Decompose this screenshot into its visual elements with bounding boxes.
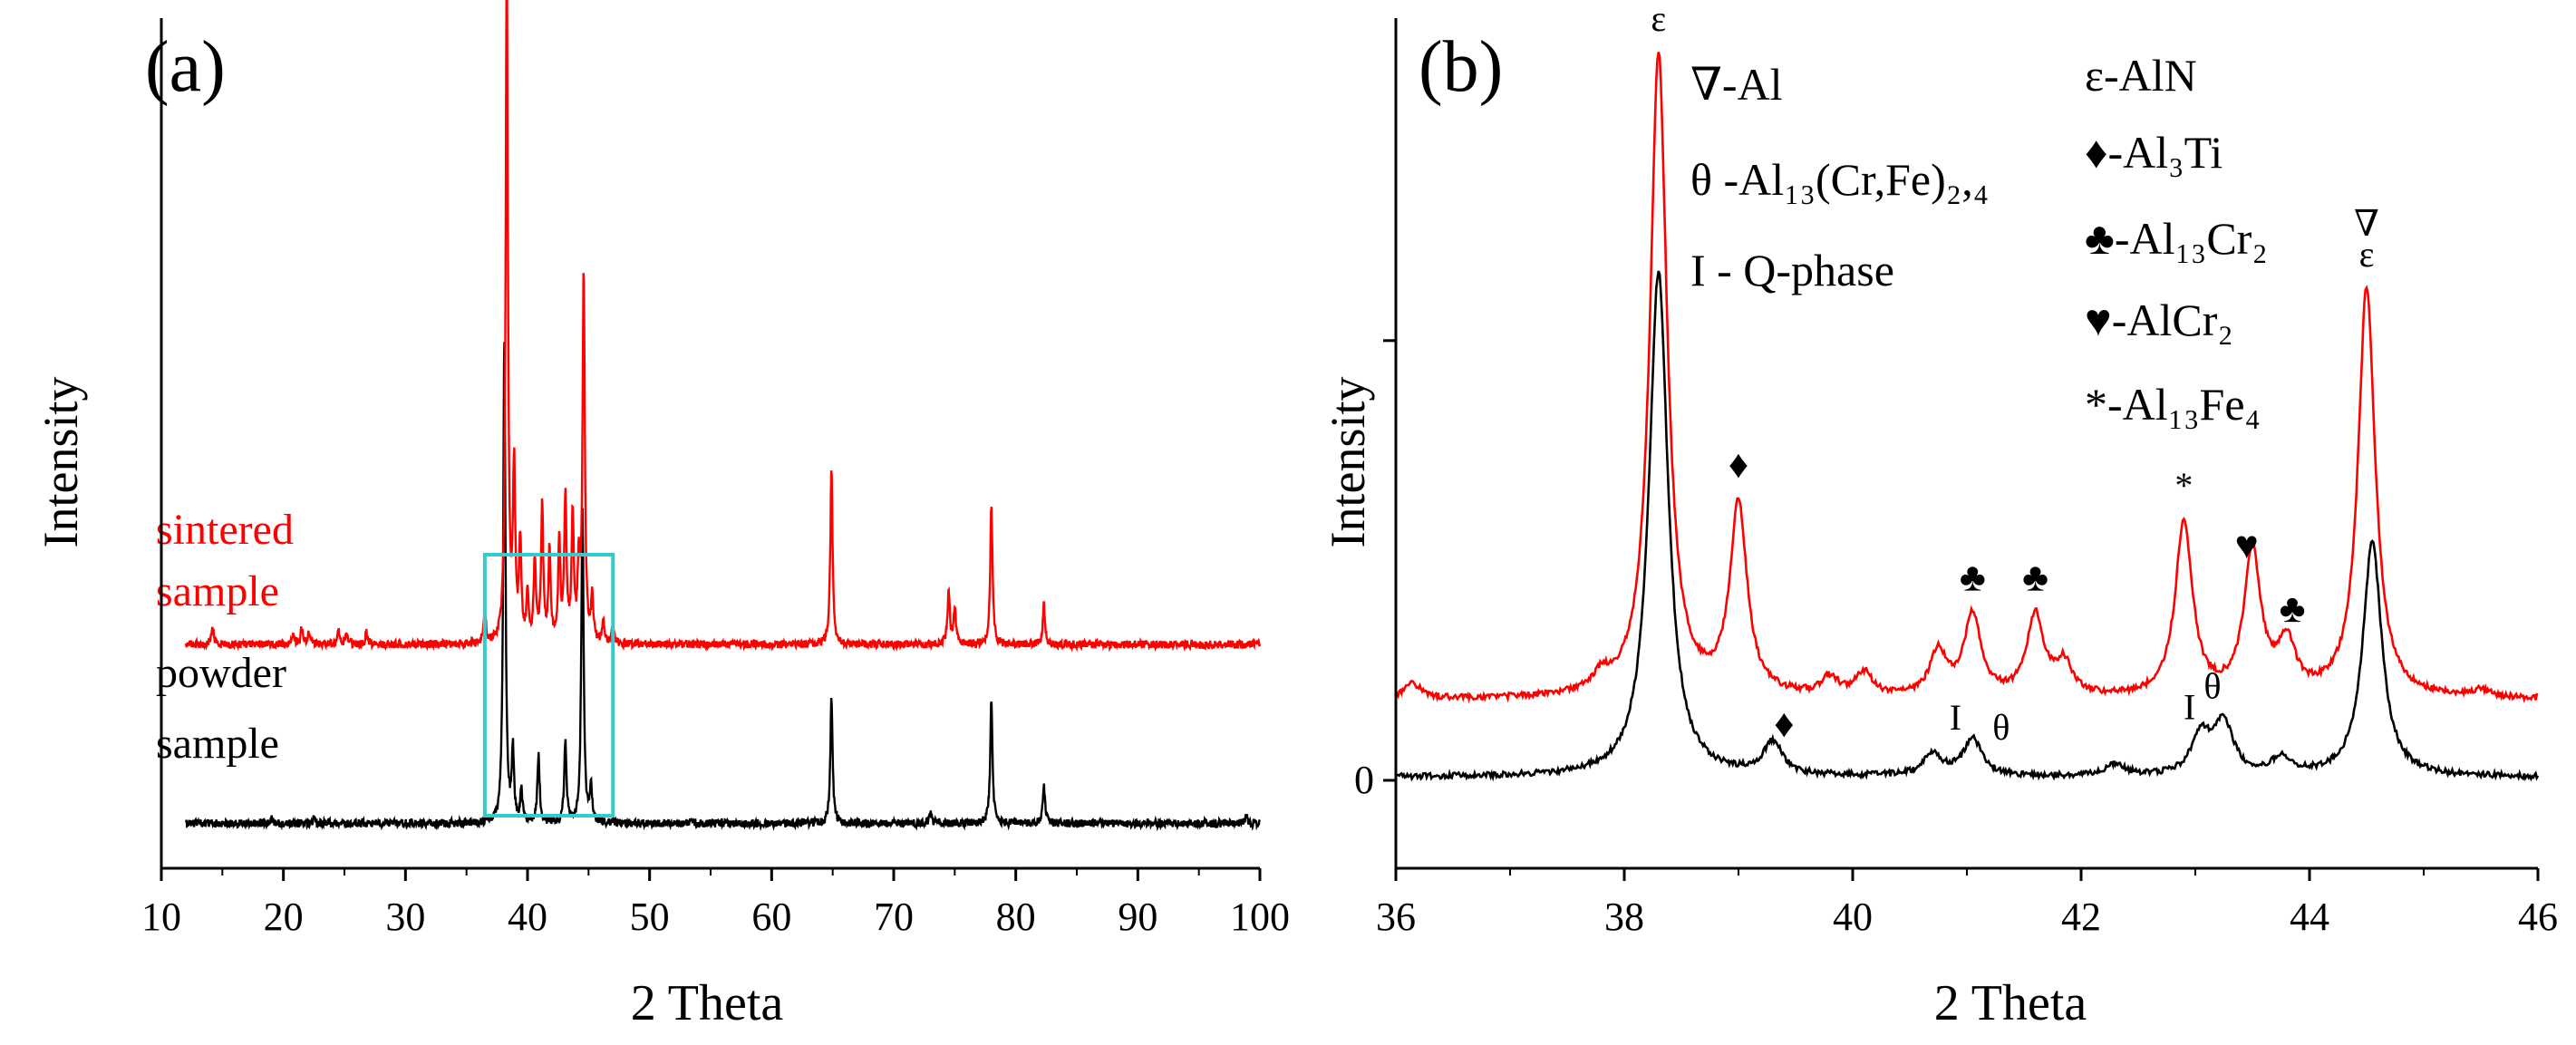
heart-icon: ♥ [2235,523,2259,567]
zoom-region-box [482,553,615,818]
panel-a-x-tick-label: 60 [751,895,791,939]
panel-a-x-tick-label: 10 [141,895,181,939]
panel-b: (b) Intensity 2 Theta ∇-Al θ -Al₁₃(Cr,Fe… [1321,0,2558,1031]
panel-a-x-tick-label: 40 [508,895,547,939]
epsilon-marker: ε [2359,234,2375,275]
panel-b-x-axis-label: 2 Theta [1934,975,2087,1031]
legend-theta: θ -Al₁₃(Cr,Fe)₂,₄ [1690,154,1989,205]
panel-a-x-tick-label: 30 [385,895,425,939]
panel-a-x-tick-label: 50 [630,895,670,939]
panel-a-label: (a) [145,27,226,107]
powder-label-line-2: sample [156,720,279,768]
panel-a-x-tick-label: 80 [996,895,1036,939]
panel-b-x-tick-label: 36 [1376,895,1416,939]
panel-a-y-axis-label: Intensity [34,377,88,548]
panel-b-x-tick-label: 40 [1833,895,1873,939]
legend-alcr2: ♥-AlCr₂ [2085,295,2233,345]
legend-q-phase: I - Q-phase [1690,245,1894,295]
panel-a-x-axis-label: 2 Theta [631,975,784,1031]
panel-b-y-tick-label: 0 [1354,758,1374,802]
legend-al: ∇-Al [1690,59,1783,110]
legend-al13fe4: *-Al₁₃Fe₄ [2085,379,2261,430]
panel-b-series-powder [1395,270,2540,782]
panel-a-x-tick-label: 90 [1118,895,1157,939]
panel-a-series-sintered [184,0,1262,653]
panel-b-x-tick-label: 38 [1604,895,1644,939]
panel-a-x-tick-label: 70 [874,895,914,939]
panel-b-label: (b) [1419,27,1503,107]
sintered-label-line-2: sample [156,567,279,615]
diamond-icon: ♦ [1729,442,1748,487]
al-peak-marker: ∇ [2354,203,2379,244]
club-icon: ♣ [2022,555,2048,599]
epsilon-marker: ε [1651,0,1666,39]
club-icon: ♣ [2280,586,2306,631]
sintered-label-line-1: sintered [156,506,294,554]
panel-b-x-tick-label: 42 [2061,895,2101,939]
legend-al3ti: ♦-Al₃Ti [2085,127,2223,178]
panel-a-x-tick-label: 20 [264,895,304,939]
panel-a-series-powder [184,342,1261,832]
asterisk-icon: * [2174,465,2193,506]
theta-marker: θ [2203,665,2221,706]
panel-b-series-sintered [1395,52,2539,704]
panel-a-x-tick-label: 100 [1230,895,1290,939]
legend-aln: ε-AlN [2085,50,2197,101]
legend-al13cr2: ♣-Al₁₃Cr₂ [2085,213,2268,264]
panel-b-x-tick-label: 46 [2518,895,2558,939]
panel-b-x-tick-label: 44 [2290,895,2329,939]
al-peak-marker: ∇ [1646,0,1671,8]
panel-b-y-axis-label: Intensity [1321,377,1375,548]
club-icon: ♣ [1960,556,1986,600]
q-phase-marker: I [2184,686,2195,727]
powder-label-line-1: powder [156,649,286,697]
diamond-icon: ♦ [1774,702,1794,746]
panel-a: (a) Intensity 2 Theta sintered sample po… [34,0,1290,1031]
q-phase-marker: I [1950,697,1961,738]
theta-marker: θ [1992,707,2009,748]
